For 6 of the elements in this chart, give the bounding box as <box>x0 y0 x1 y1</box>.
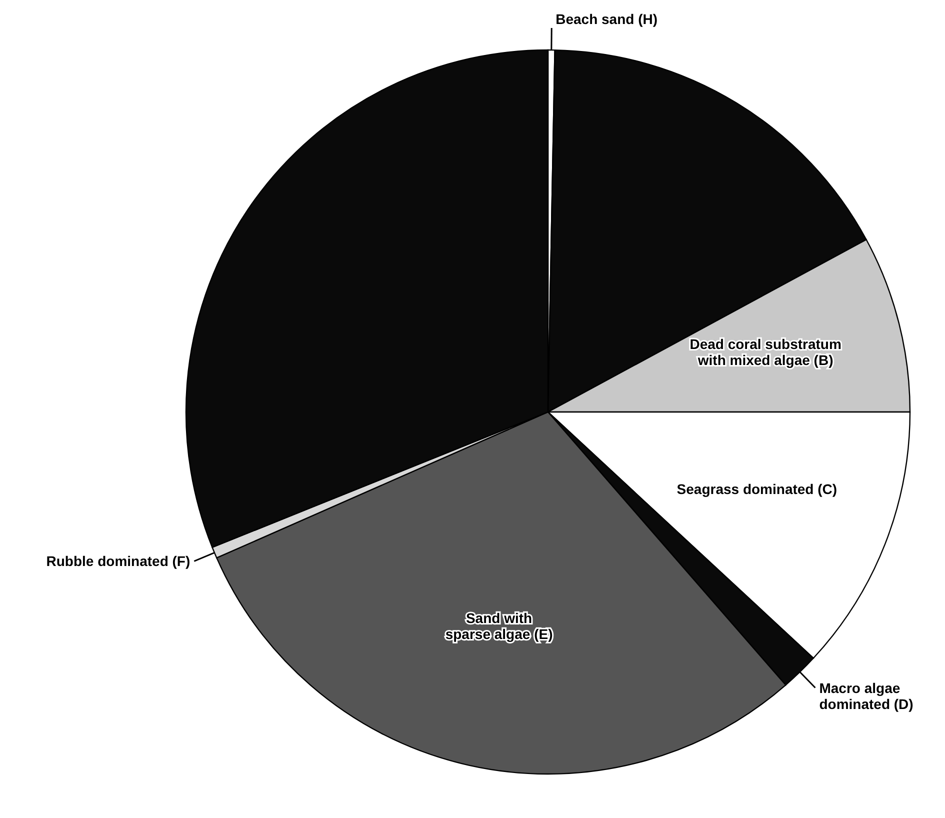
slice-label: Rubble dominated (F) <box>46 553 190 570</box>
slice-label: Seagrass dominated (C) <box>676 480 838 497</box>
slice-label: Sand with sparse algae (E) <box>445 610 553 642</box>
slice-label: Macro algae dominated (D) <box>819 680 914 712</box>
slice-label: Dead coral substratum with mixed algae (B) <box>690 336 842 368</box>
slice-label: Beach sand (H) <box>556 11 658 28</box>
